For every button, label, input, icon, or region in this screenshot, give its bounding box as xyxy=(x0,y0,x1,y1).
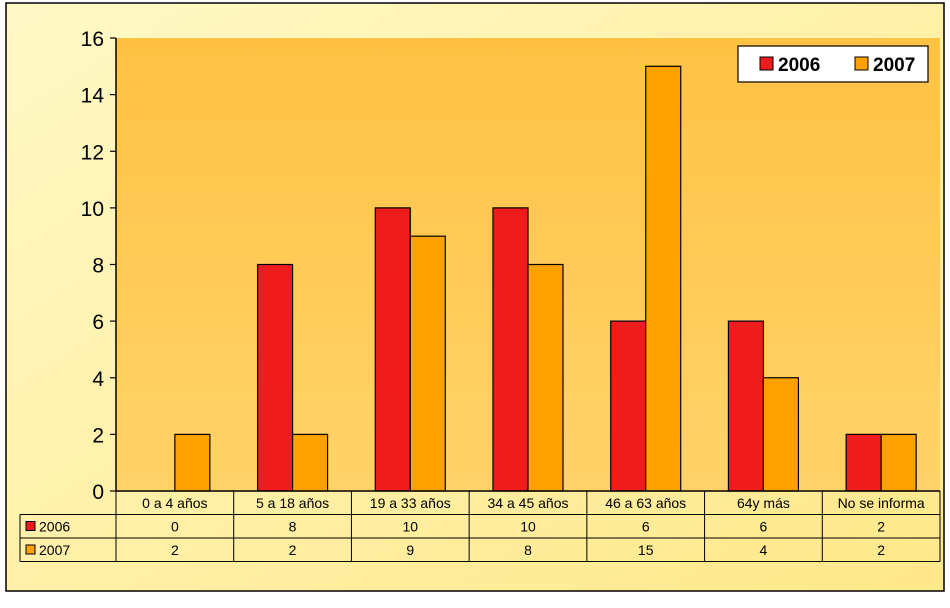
y-tick-label: 0 xyxy=(92,481,104,504)
table-value-2006: 6 xyxy=(760,519,768,535)
bar-2006-4 xyxy=(492,207,529,492)
y-tick-label: 6 xyxy=(92,311,104,334)
category-label: 5 a 18 años xyxy=(256,495,329,511)
table-value-2007: 8 xyxy=(524,542,532,558)
table-value-2006: 8 xyxy=(289,519,297,535)
bar-2006-2 xyxy=(256,263,294,492)
table-value-2007: 2 xyxy=(289,542,297,558)
table-value-2007: 15 xyxy=(638,542,654,558)
table-row-label-2006: 2006 xyxy=(39,519,70,535)
bar-2007-3 xyxy=(409,235,446,492)
table-value-2007: 2 xyxy=(171,542,179,558)
table-value-2007: 9 xyxy=(406,542,414,558)
bar-2007-7 xyxy=(880,433,917,492)
bar-2007-6 xyxy=(762,377,800,492)
table-value-2006: 10 xyxy=(402,519,418,535)
table-value-2006: 10 xyxy=(520,519,536,535)
table-value-2006: 0 xyxy=(171,519,179,535)
y-tick-label: 14 xyxy=(81,85,105,108)
table-row-label-2007: 2007 xyxy=(39,542,70,558)
category-label: 19 a 33 años xyxy=(370,495,451,511)
category-label: No se informa xyxy=(838,495,925,511)
legend-swatch-2007 xyxy=(854,56,869,71)
y-tick-label: 8 xyxy=(92,255,104,278)
legend: 2006 2007 xyxy=(737,45,929,83)
y-tick-label: 12 xyxy=(81,141,104,164)
category-label: 0 a 4 años xyxy=(142,495,207,511)
table-value-2006: 6 xyxy=(642,519,650,535)
legend-label-2007: 2007 xyxy=(873,55,915,76)
bar-2007-1 xyxy=(174,433,211,492)
category-label: 64y más xyxy=(737,495,790,511)
category-label: 46 a 63 años xyxy=(605,495,686,511)
bar-2007-4 xyxy=(527,263,564,492)
bar-2007-5 xyxy=(645,65,682,492)
y-tick-label: 10 xyxy=(81,198,104,221)
table-swatch-2006 xyxy=(25,521,36,531)
y-tick-label: 16 xyxy=(81,28,104,51)
data-table: 0 a 4 años 0 2 5 a 18 años 8 2 19 a 33 años 10 9… xyxy=(19,491,941,562)
y-tick-label: 4 xyxy=(92,368,104,391)
bar-2007-2 xyxy=(291,433,329,492)
bar-2006-7 xyxy=(845,433,882,492)
table-value-2007: 4 xyxy=(760,542,768,558)
table-value-2007: 2 xyxy=(877,542,885,558)
bar-2006-3 xyxy=(374,207,411,492)
table-value-2006: 2 xyxy=(877,519,885,535)
table-swatch-2007 xyxy=(25,544,36,555)
legend-swatch-2006 xyxy=(759,56,774,71)
legend-label-2006: 2006 xyxy=(778,55,820,76)
category-label: 34 a 45 años xyxy=(488,495,569,511)
bar-2006-5 xyxy=(610,320,647,492)
y-tick-label: 2 xyxy=(92,424,104,447)
bar-2006-6 xyxy=(727,320,765,492)
